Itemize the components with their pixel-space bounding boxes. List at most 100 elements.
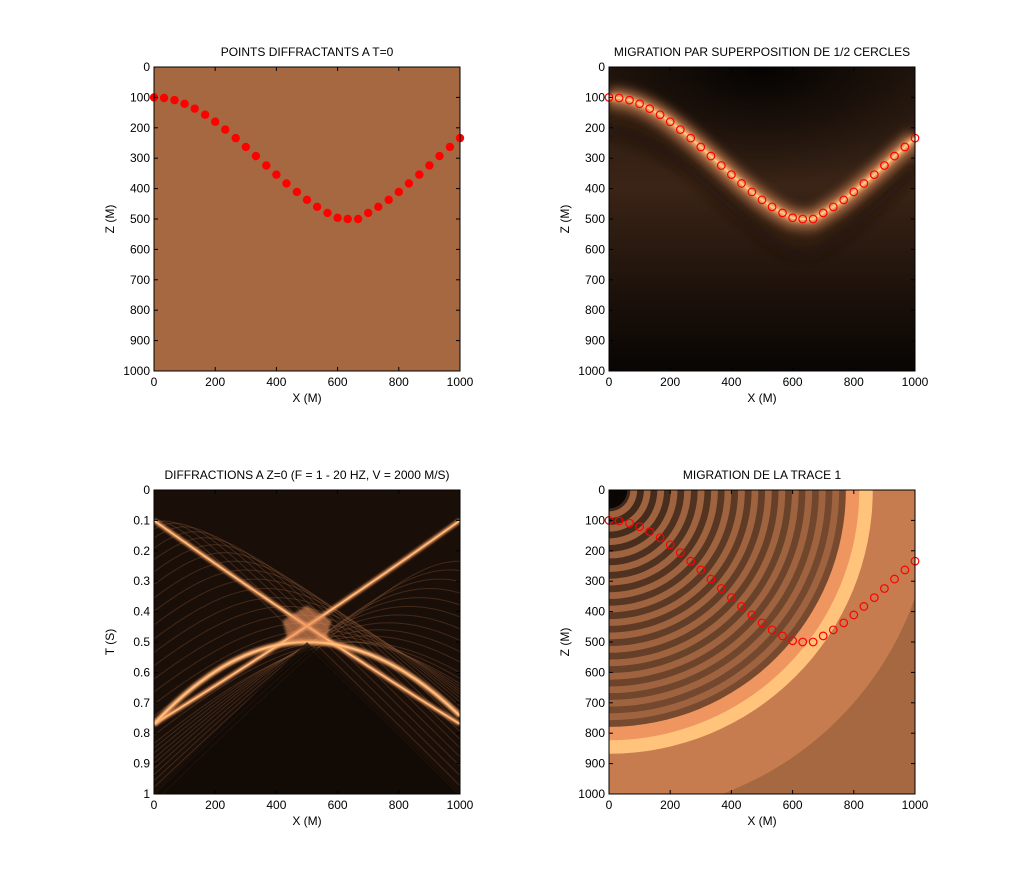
y-tick-label: 400 — [585, 605, 605, 619]
x-tick-label: 400 — [721, 375, 741, 389]
chart-title: POINTS DIFFRACTANTS A T=0 — [221, 45, 394, 59]
x-tick-label: 800 — [844, 375, 864, 389]
marker-series — [604, 92, 920, 224]
image-shadow-zone — [154, 642, 460, 794]
y-tick-label: 1 — [143, 787, 150, 801]
x-tick-label: 400 — [266, 375, 286, 389]
y-tick-label: 1000 — [578, 364, 605, 378]
x-tick-label: 0 — [606, 798, 613, 812]
y-tick-label: 200 — [585, 544, 605, 558]
y-tick-label: 200 — [130, 121, 150, 135]
x-axis-label: X (M) — [292, 391, 321, 405]
data-point — [747, 610, 757, 620]
y-tick-label: 1000 — [578, 787, 605, 801]
x-tick-label: 400 — [266, 798, 286, 812]
y-tick-label: 0.3 — [133, 574, 150, 588]
data-point — [686, 556, 696, 566]
data-point — [778, 631, 787, 641]
data-point — [727, 170, 736, 180]
x-tick-label: 0 — [151, 375, 158, 389]
data-point — [231, 133, 240, 143]
image-hyperbola — [154, 597, 460, 703]
data-point — [251, 151, 261, 161]
data-point — [675, 125, 685, 135]
x-tick-label: 1000 — [447, 798, 474, 812]
data-point — [716, 161, 726, 170]
x-tick-label: 600 — [328, 375, 348, 389]
data-point — [665, 540, 675, 550]
data-point — [241, 142, 250, 152]
data-point — [302, 195, 312, 205]
x-tick-label: 200 — [660, 798, 680, 812]
data-point — [696, 565, 706, 575]
data-point — [262, 161, 271, 170]
data-point — [716, 584, 726, 593]
data-point — [655, 533, 665, 543]
y-tick-label: 700 — [130, 273, 150, 287]
y-axis-label: Z (M) — [558, 628, 572, 657]
data-point — [282, 179, 291, 188]
y-tick-label: 500 — [585, 635, 605, 649]
y-tick-label: 0.1 — [133, 513, 150, 527]
data-point — [828, 202, 838, 212]
data-point — [839, 195, 849, 205]
data-point — [890, 151, 899, 161]
data-point — [675, 548, 685, 558]
x-tick-label: 400 — [721, 798, 741, 812]
image-reflector-core — [609, 96, 915, 220]
data-point — [798, 214, 808, 224]
x-tick-label: 1000 — [902, 375, 929, 389]
x-axis-label: X (M) — [747, 814, 776, 828]
data-point — [900, 565, 910, 575]
y-tick-label: 0.9 — [133, 757, 150, 771]
y-tick-label: 0 — [143, 60, 150, 74]
image-smear — [609, 125, 915, 258]
data-point — [808, 637, 818, 647]
y-tick-label: 1000 — [123, 364, 150, 378]
x-tick-label: 1000 — [902, 798, 929, 812]
y-tick-label: 700 — [585, 273, 605, 287]
y-tick-label: 800 — [585, 303, 605, 317]
data-point — [645, 104, 655, 114]
data-point — [384, 195, 393, 205]
y-tick-label: 500 — [130, 212, 150, 226]
y-axis-label: T (S) — [103, 629, 117, 655]
x-tick-label: 800 — [389, 798, 409, 812]
data-point — [415, 170, 424, 179]
x-tick-label: 600 — [328, 798, 348, 812]
data-point — [727, 593, 736, 603]
data-point — [333, 213, 342, 222]
x-tick-label: 1000 — [447, 375, 474, 389]
data-point — [435, 151, 444, 161]
data-point — [767, 202, 777, 212]
image-hyperbola — [154, 569, 460, 718]
chart-title: MIGRATION PAR SUPERPOSITION DE 1/2 CERCL… — [614, 45, 910, 59]
y-axis-label: Z (M) — [558, 205, 572, 234]
data-point — [343, 214, 352, 224]
data-point — [686, 133, 696, 143]
data-point — [221, 125, 230, 134]
y-tick-label: 0.4 — [133, 605, 150, 619]
x-tick-label: 600 — [783, 375, 803, 389]
data-point — [159, 93, 169, 103]
y-tick-label: 0 — [598, 483, 605, 497]
data-point — [869, 593, 879, 603]
y-tick-label: 100 — [585, 513, 605, 527]
y-tick-label: 300 — [585, 574, 605, 588]
data-point — [625, 518, 634, 528]
x-tick-label: 800 — [844, 798, 864, 812]
data-point — [808, 214, 818, 224]
y-tick-label: 0 — [143, 483, 150, 497]
data-point — [828, 625, 838, 635]
data-point — [353, 214, 363, 224]
data-point — [818, 631, 828, 641]
data-point — [880, 161, 889, 170]
x-tick-label: 0 — [606, 375, 613, 389]
y-tick-label: 200 — [585, 121, 605, 135]
data-point — [890, 574, 899, 584]
x-tick-label: 0 — [151, 798, 158, 812]
data-point — [737, 179, 746, 188]
y-tick-label: 100 — [585, 90, 605, 104]
panel-2: MIGRATION PAR SUPERPOSITION DE 1/2 CERCL… — [558, 45, 929, 405]
y-tick-label: 800 — [585, 726, 605, 740]
